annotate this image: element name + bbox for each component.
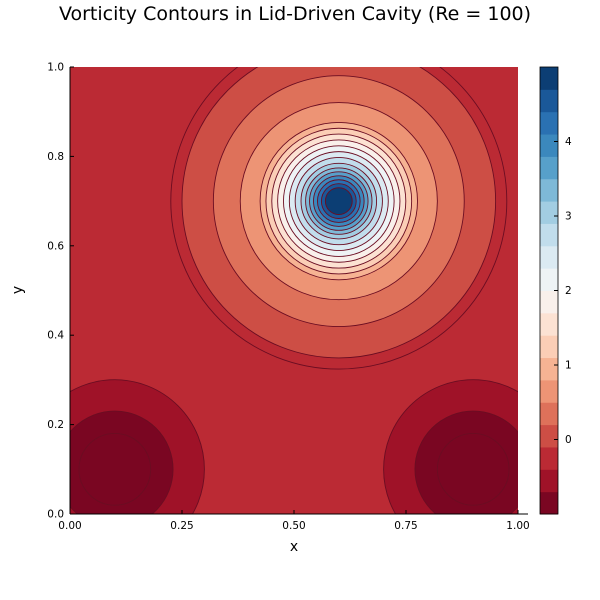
colorbar-band xyxy=(540,446,558,470)
colorbar-band xyxy=(540,67,558,90)
x-axis-label: x xyxy=(290,539,298,555)
colorbar-band xyxy=(540,469,558,493)
colorbar-band xyxy=(540,89,558,113)
corner-eddy-contour xyxy=(78,433,152,506)
colorbar-band xyxy=(540,245,558,269)
x-tick-label: 0.00 xyxy=(58,520,81,532)
chart-title: Vorticity Contours in Lid-Driven Cavity … xyxy=(59,3,531,25)
y-tick-label: 0.4 xyxy=(47,330,64,342)
colorbar-tick-label: 3 xyxy=(565,211,572,223)
colorbar-band xyxy=(540,424,558,448)
colorbar-band xyxy=(540,178,558,202)
x-tick-label: 0.25 xyxy=(170,520,193,532)
colorbar-band xyxy=(540,379,558,403)
x-tick-label: 0.50 xyxy=(282,520,305,532)
axes: 0.00 0.25 0.50 0.75 1.00 0.0 0.2 0.4 0.6 0.8 1.0 xyxy=(47,62,529,533)
y-tick-label: 0.8 xyxy=(47,151,64,163)
colorbar-band xyxy=(540,201,558,224)
colorbar-tick-label: 4 xyxy=(565,136,572,148)
colorbar-tick-label: 0 xyxy=(565,434,572,446)
y-axis-label: y xyxy=(10,286,26,294)
y-tick-label: 0.2 xyxy=(47,419,64,431)
colorbar-band xyxy=(540,290,558,314)
colorbar-band xyxy=(540,156,558,180)
colorbar-band xyxy=(540,357,558,381)
colorbar-tick-label: 1 xyxy=(565,360,572,372)
colorbar-band xyxy=(540,111,558,135)
y-tick-label: 0.0 xyxy=(47,509,64,521)
plot-area xyxy=(70,67,518,514)
colorbar-tick-label: 2 xyxy=(565,285,572,297)
colorbar-band xyxy=(540,268,558,291)
x-tick-label: 0.75 xyxy=(394,520,417,532)
colorbar-band xyxy=(540,223,558,247)
y-tick-label: 0.6 xyxy=(47,240,64,252)
colorbar-band xyxy=(540,312,558,336)
colorbar-band xyxy=(540,134,558,157)
corner-eddy-contour xyxy=(436,433,510,506)
y-tick-label: 1.0 xyxy=(47,62,64,74)
vortex-contour xyxy=(324,187,353,215)
colorbar-band xyxy=(540,335,558,359)
colorbar-band xyxy=(540,402,558,426)
x-tick-label: 1.00 xyxy=(506,520,529,532)
colorbar-band xyxy=(540,491,558,515)
colorbar: 0 1 2 3 4 xyxy=(539,66,572,515)
